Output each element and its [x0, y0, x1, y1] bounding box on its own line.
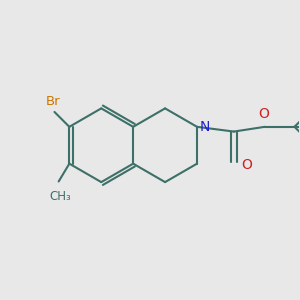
Text: Br: Br — [45, 95, 60, 108]
Text: N: N — [200, 120, 210, 134]
Text: O: O — [259, 107, 270, 121]
Text: CH₃: CH₃ — [50, 190, 71, 203]
Text: O: O — [241, 158, 252, 172]
